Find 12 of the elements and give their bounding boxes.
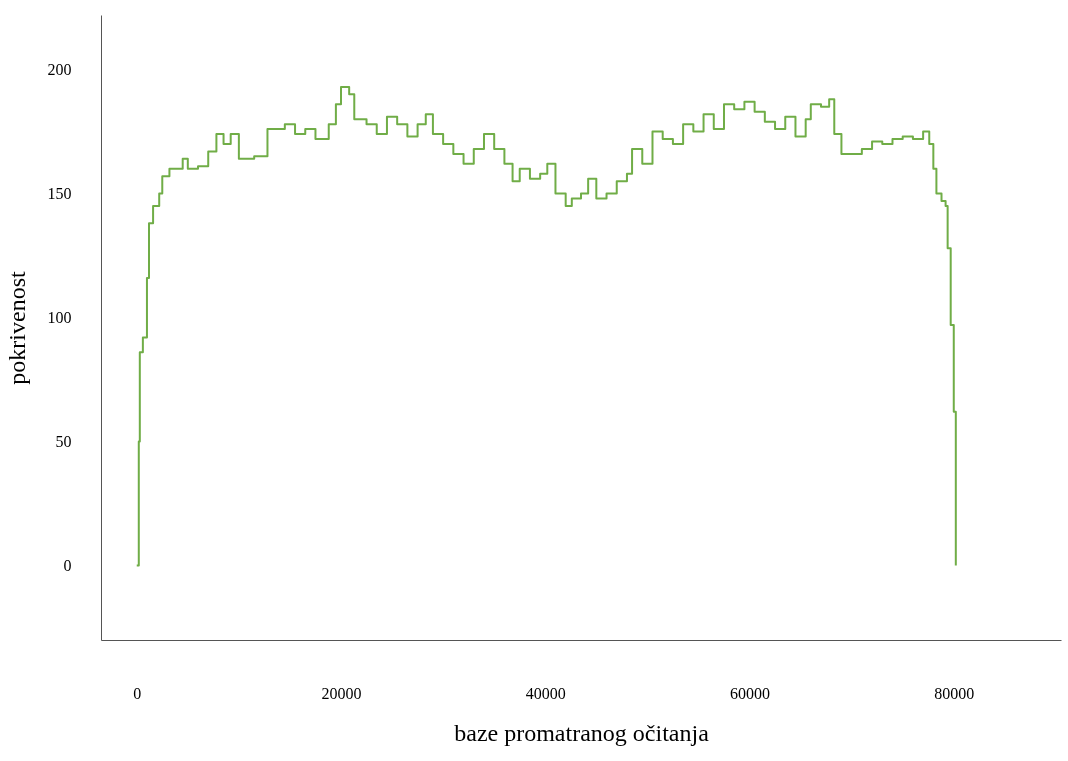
x-tick-label: 60000 bbox=[730, 684, 771, 702]
y-tick-label: 200 bbox=[47, 61, 72, 79]
x-tick-label: 0 bbox=[133, 684, 142, 702]
y-tick-label: 0 bbox=[63, 557, 72, 575]
y-tick-label: 100 bbox=[47, 309, 72, 327]
x-axis-title: baze promatranog očitanja bbox=[454, 719, 710, 746]
x-tick-label: 40000 bbox=[525, 684, 566, 702]
y-tick-label: 50 bbox=[55, 433, 72, 451]
x-tick-label: 20000 bbox=[321, 684, 362, 702]
x-tick-label: 80000 bbox=[934, 684, 975, 702]
y-tick-label: 150 bbox=[47, 185, 72, 203]
y-axis-title: pokrivenost bbox=[3, 271, 30, 385]
